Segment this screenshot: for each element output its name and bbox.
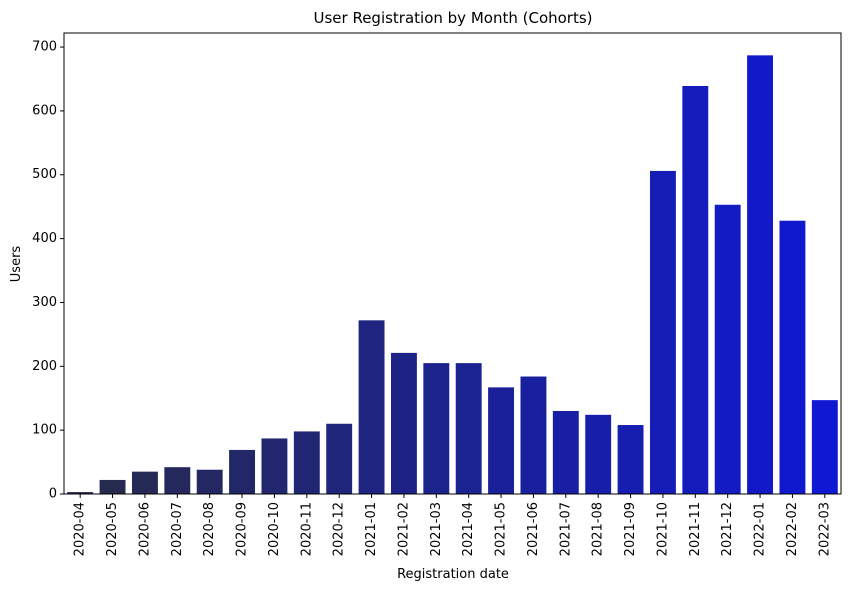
x-tick-label: 2021-07: [558, 502, 573, 556]
x-tick-label: 2021-08: [591, 502, 606, 556]
chart-title: User Registration by Month (Cohorts): [313, 9, 592, 27]
y-axis-title: Users: [9, 246, 24, 283]
x-tick-label: 2020-09: [235, 502, 250, 556]
y-tick-label: 300: [32, 295, 57, 310]
bar-2021-04: [455, 363, 482, 494]
x-tick-label: 2020-07: [170, 502, 185, 556]
x-tick-label: 2020-05: [105, 502, 120, 556]
x-tick-label: 2021-10: [655, 502, 670, 556]
x-axis-title: Registration date: [397, 567, 509, 582]
x-tick-label: 2020-11: [299, 502, 314, 556]
x-tick-label: 2020-08: [202, 502, 217, 556]
bar-2021-06: [520, 376, 547, 494]
bar-2020-08: [196, 469, 223, 494]
x-tick-label: 2021-11: [688, 502, 703, 556]
bar-2020-10: [261, 438, 288, 494]
y-axis: 0 100 200 300 400 500 600 700: [32, 40, 64, 502]
bar-2021-09: [617, 425, 644, 494]
y-tick-label: 0: [49, 487, 57, 502]
bar-2021-05: [488, 387, 515, 494]
y-tick-label: 600: [32, 103, 57, 118]
x-tick-label: 2021-02: [396, 502, 411, 556]
bar-2021-08: [585, 414, 612, 494]
x-tick-label: 2020-10: [267, 502, 282, 556]
y-tick-label: 100: [32, 423, 57, 438]
x-tick-label: 2020-06: [137, 502, 152, 556]
bar-2022-03: [811, 400, 838, 494]
bar-2021-02: [390, 352, 417, 494]
y-tick-label: 500: [32, 167, 57, 182]
bar-2022-02: [779, 220, 806, 494]
bar-2021-01: [358, 320, 385, 494]
y-tick-label: 400: [32, 231, 57, 246]
x-tick-label: 2022-03: [817, 502, 832, 556]
y-tick-label: 200: [32, 359, 57, 374]
bar-2021-03: [423, 363, 450, 494]
y-tick-label: 700: [32, 40, 57, 55]
x-tick-label: 2020-04: [73, 502, 88, 556]
bar-2020-07: [164, 467, 191, 494]
x-tick-label: 2020-12: [332, 502, 347, 556]
bar-2021-11: [682, 86, 709, 494]
bar-2021-10: [649, 170, 676, 495]
bar-2020-06: [131, 471, 158, 494]
x-tick-label: 2021-03: [429, 502, 444, 556]
bar-2020-12: [326, 423, 353, 494]
bars-group: [67, 55, 838, 495]
x-tick-label: 2022-02: [785, 502, 800, 556]
x-tick-label: 2021-12: [720, 502, 735, 556]
x-tick-label: 2021-09: [623, 502, 638, 556]
bar-2022-01: [747, 55, 774, 494]
x-tick-label: 2021-01: [364, 502, 379, 556]
bar-2021-07: [552, 410, 579, 494]
bar-2020-05: [99, 479, 126, 494]
bar-2020-11: [293, 431, 320, 494]
bar-2021-12: [714, 204, 741, 494]
bar-2020-04: [67, 492, 94, 494]
x-tick-label: 2022-01: [753, 502, 768, 556]
x-tick-label: 2021-04: [461, 502, 476, 556]
x-axis: 2020-04 2020-05 2020-06 2020-07 2020-08 2020-…: [73, 494, 832, 556]
plot-frame: [63, 32, 842, 495]
x-tick-label: 2021-05: [494, 502, 509, 556]
bar-2020-09: [229, 449, 256, 494]
x-tick-label: 2021-06: [526, 502, 541, 556]
